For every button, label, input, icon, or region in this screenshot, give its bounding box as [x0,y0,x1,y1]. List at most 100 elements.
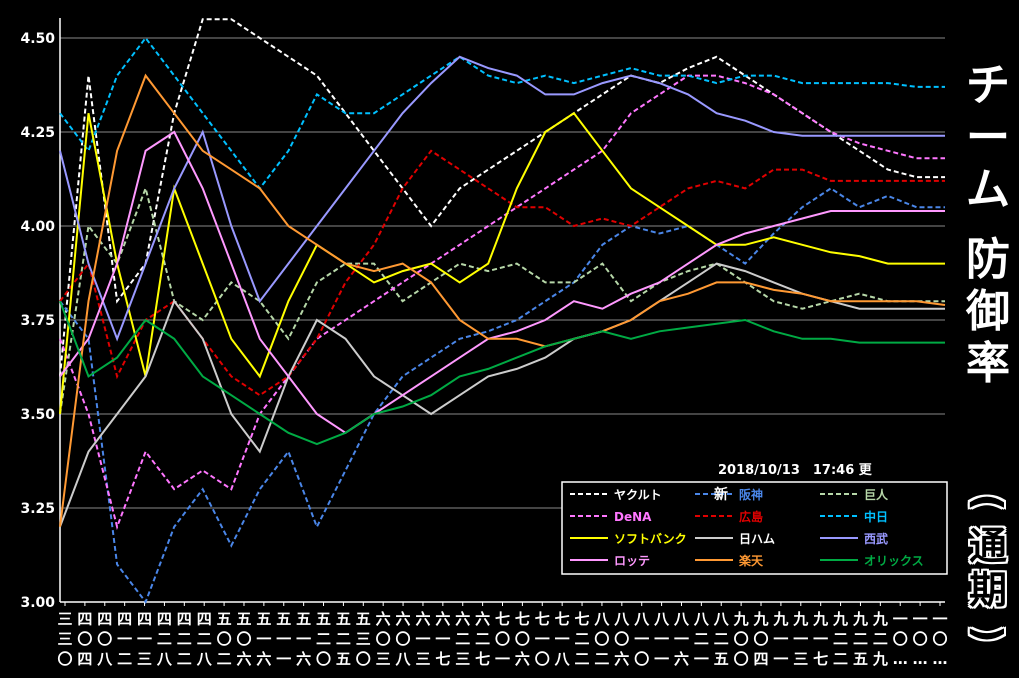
x-tick-label: 一 [117,630,132,648]
y-tick-label: 4.50 [20,31,55,47]
legend-label: 巨人 [864,487,889,502]
x-tick-label: 七 [813,650,828,668]
x-tick-label: 七 [495,610,510,628]
x-tick-label: 六 [435,610,450,628]
x-tick-label: 二 [316,630,331,648]
x-tick-label: 四 [754,650,769,668]
x-tick-label: 六 [296,650,311,668]
x-tick-label: 二 [177,650,192,668]
x-tick-label: 〇 [217,630,232,648]
x-tick-label: 五 [217,610,232,628]
x-tick-label: 〇 [316,650,331,668]
title-gap [958,216,1018,234]
x-tick-label: 六 [236,650,251,668]
x-tick-label: 五 [316,610,331,628]
x-tick-label: 四 [197,610,212,628]
title-char: 率 [966,338,1010,389]
x-tick-label: 一 [813,630,828,648]
side-subtitle: ( 通 期 ) [958,480,1018,656]
legend-box [561,481,948,575]
series-line [59,185,945,415]
x-tick-label: 一 [913,610,928,628]
x-tick-label: 六 [475,610,490,628]
x-tick-label: 二 [694,630,709,648]
x-tick-label: 二 [117,650,132,668]
x-tick-label: … [893,650,908,668]
x-tick-label: 五 [236,610,251,628]
y-axis-labels: 3.00 3.25 3.50 3.75 4.00 4.25 4.50 [20,31,55,611]
x-tick-label: 〇 [734,630,749,648]
series-line [59,18,945,377]
x-tick-label: 九 [832,610,848,628]
legend-label: 日ハム [739,532,775,546]
x-tick-label: 一 [694,650,709,668]
x-tick-label: 九 [872,650,888,668]
x-tick-label: 〇 [57,650,72,668]
x-tick-label: 五 [336,610,351,628]
x-tick-label: … [913,650,928,668]
x-tick-label: 二 [336,630,351,648]
x-tick-label: 四 [117,610,132,628]
x-tick-label: 四 [97,610,112,628]
x-tick-label: 一 [773,650,788,668]
x-tick-label: 五 [356,610,371,628]
series-lines [59,18,946,605]
x-tick-label: 二 [217,650,232,668]
x-tick-label: 〇 [495,630,510,648]
x-tick-label: 二 [157,630,172,648]
subtitle-char: 通 [968,524,1007,568]
x-tick-label: 二 [575,650,590,668]
x-tick-label: 六 [396,610,411,628]
x-tick-label: 二 [714,630,729,648]
x-tick-label: 四 [137,610,152,628]
x-tick-label: 八 [653,610,670,628]
title-char: 御 [966,286,1010,337]
x-tick-label: 五 [336,650,351,668]
x-tick-label: 七 [555,610,570,628]
x-tick-label: 七 [475,650,490,668]
x-tick-label: 二 [873,630,888,648]
x-tick-label: 八 [613,610,630,628]
x-tick-label: 六 [376,610,391,628]
x-tick-label: 一 [137,630,152,648]
x-tick-label: 六 [415,610,430,628]
x-tick-label: 三 [356,630,371,648]
series-line [59,55,945,342]
x-tick-label: 二 [177,630,192,648]
x-tick-label: 二 [197,630,212,648]
x-tick-label: 八 [633,610,650,628]
y-tick-label: 3.25 [20,501,55,517]
x-tick-label: … [933,650,948,668]
x-tick-label: 一 [893,610,908,628]
x-tick-label: 一 [276,630,291,648]
x-tick-label: 七 [535,610,550,628]
series-line [59,187,945,605]
x-tick-label: 三 [57,610,72,628]
legend-label: ロッテ [614,554,650,568]
x-tick-label: 〇 [356,650,371,668]
subtitle-char: ) [966,625,1010,643]
title-char: ム [966,164,1010,215]
x-tick-label: 二 [575,630,590,648]
x-tick-label: 一 [654,650,669,668]
x-tick-label: 五 [853,650,868,668]
x-tick-label: 九 [792,610,808,628]
x-tick-label: 二 [594,650,609,668]
x-axis-labels: 三三〇四〇四四〇八四一二四一三四二八四二二四二八五〇二五〇六五一六五一一五一六五… [57,602,948,668]
legend-label: ヤクルト [614,488,662,502]
legend-label: DeNA [614,510,652,524]
y-tick-label: 3.00 [20,595,55,611]
x-tick-label: 一 [932,610,947,628]
x-tick-label: 〇 [932,630,947,648]
side-title: チ ー ム 防 御 率 [958,60,1018,390]
x-tick-label: 一 [555,630,570,648]
x-tick-label: 〇 [913,630,928,648]
x-tick-label: 一 [535,630,550,648]
y-tick-label: 4.25 [20,125,55,141]
x-tick-label: 二 [853,630,868,648]
x-tick-label: 九 [772,610,788,628]
x-tick-label: 四 [77,610,92,628]
x-tick-label: 八 [156,650,173,668]
x-tick-label: 一 [276,650,291,668]
